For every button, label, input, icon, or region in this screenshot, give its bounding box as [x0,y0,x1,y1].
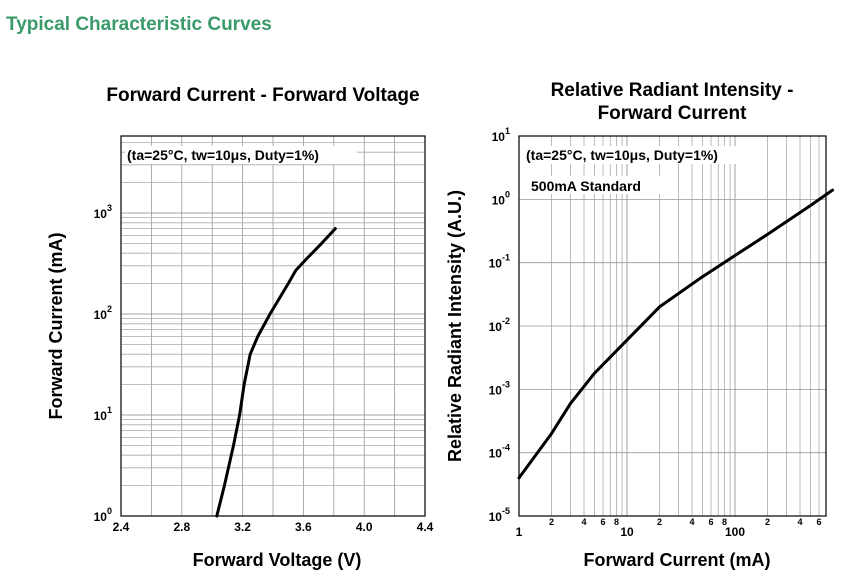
ri-y-tick-label: 10-2 [489,316,510,334]
ri-y-tick-label: 101 [492,126,510,144]
fv-annotation-bg [125,146,357,164]
fv-x-tick-label: 3.6 [295,520,312,534]
fv-x-tick-label: 2.4 [113,520,130,534]
page-title: Typical Characteristic Curves [6,14,272,35]
fv-series-line [215,227,337,518]
ri-x-tick-label: 10 [620,525,634,539]
ri-x-minor-label: 6 [817,517,822,527]
ri-chart: Relative Radiant Intensity - Forward Cur… [445,80,834,570]
ri-y-tick-label: 10-5 [489,506,510,524]
fv-y-axis-label: Forward Current (mA) [46,232,66,419]
ri-x-tick-label: 100 [725,525,745,539]
fv-chart: Forward Current - Forward Voltage (ta=25… [46,85,434,570]
fv-chart-title: Forward Current - Forward Voltage [106,85,419,106]
ri-x-minor-label: 8 [614,517,619,527]
ri-y-tick-label: 100 [492,189,510,207]
ri-annotation2: 500mA Standard [531,178,641,194]
fv-plot-frame [120,135,426,517]
ri-x-minor-label: 6 [601,517,606,527]
fv-grid [121,136,425,517]
fv-ticks: 2.4 2.8 3.2 3.6 4.0 4.4 100 101 102 103 [94,203,434,534]
ri-y-axis-label: Relative Radiant Intensity (A.U.) [445,190,465,462]
fv-x-tick-label: 2.8 [173,520,190,534]
ri-plot-frame [518,135,827,517]
ri-annotation-bg [524,146,758,164]
fv-y-tick-label: 103 [94,203,112,221]
ri-x-minor-label: 6 [709,517,714,527]
ri-grid [519,136,826,516]
ri-chart-title-line2: Forward Current [598,103,748,124]
ri-x-minor-label: 8 [722,517,727,527]
ri-x-minor-label: 4 [798,517,803,527]
fv-annotation: (ta=25°C, tw=10μs, Duty=1%) [127,147,319,163]
ri-x-tick-label: 1 [516,525,523,539]
ri-x-axis-label: Forward Current (mA) [583,550,770,570]
ri-chart-title-line1: Relative Radiant Intensity - [551,80,794,101]
fv-y-tick-label: 100 [94,506,112,524]
fv-y-tick-label: 101 [94,405,112,423]
ri-x-minor-label: 4 [582,517,587,527]
ri-y-tick-label: 10-1 [489,253,510,271]
ri-annotation2-bg [528,176,664,194]
ri-y-tick-label: 10-3 [489,379,510,397]
ri-x-minor-label: 2 [765,517,770,527]
fv-x-axis-label: Forward Voltage (V) [193,550,362,570]
ri-series-line [517,188,834,480]
ri-x-minor-label: 4 [690,517,695,527]
fv-y-tick-label: 102 [94,304,112,322]
fv-x-tick-label: 4.4 [417,520,434,534]
ri-y-tick-label: 10-4 [489,443,510,461]
fv-x-tick-label: 3.2 [234,520,251,534]
ri-x-minor-label: 2 [657,517,662,527]
fv-x-tick-label: 4.0 [356,520,373,534]
ri-x-minor-label: 2 [549,517,554,527]
ri-annotation: (ta=25°C, tw=10μs, Duty=1%) [526,147,718,163]
